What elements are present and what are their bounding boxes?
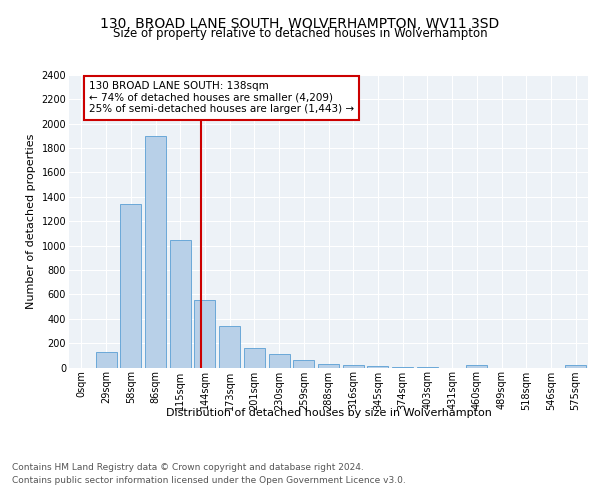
Bar	[565, 365, 586, 368]
Bar	[269, 354, 290, 368]
Text: Contains public sector information licensed under the Open Government Licence v3: Contains public sector information licen…	[12, 476, 406, 485]
Bar	[170, 240, 191, 368]
Bar	[392, 367, 413, 368]
Bar	[293, 360, 314, 368]
Text: Contains HM Land Registry data © Crown copyright and database right 2024.: Contains HM Land Registry data © Crown c…	[12, 462, 364, 471]
Bar	[219, 326, 240, 368]
Bar	[318, 364, 339, 368]
Bar	[367, 366, 388, 368]
Bar	[194, 300, 215, 368]
Text: 130, BROAD LANE SOUTH, WOLVERHAMPTON, WV11 3SD: 130, BROAD LANE SOUTH, WOLVERHAMPTON, WV…	[100, 18, 500, 32]
Text: 130 BROAD LANE SOUTH: 138sqm
← 74% of detached houses are smaller (4,209)
25% of: 130 BROAD LANE SOUTH: 138sqm ← 74% of de…	[89, 81, 354, 114]
Bar	[343, 365, 364, 368]
Bar	[145, 136, 166, 368]
Text: Size of property relative to detached houses in Wolverhampton: Size of property relative to detached ho…	[113, 28, 487, 40]
Bar	[466, 365, 487, 368]
Bar	[120, 204, 141, 368]
Bar	[244, 348, 265, 368]
Bar	[95, 352, 116, 368]
Text: Distribution of detached houses by size in Wolverhampton: Distribution of detached houses by size …	[166, 408, 492, 418]
Y-axis label: Number of detached properties: Number of detached properties	[26, 134, 36, 309]
